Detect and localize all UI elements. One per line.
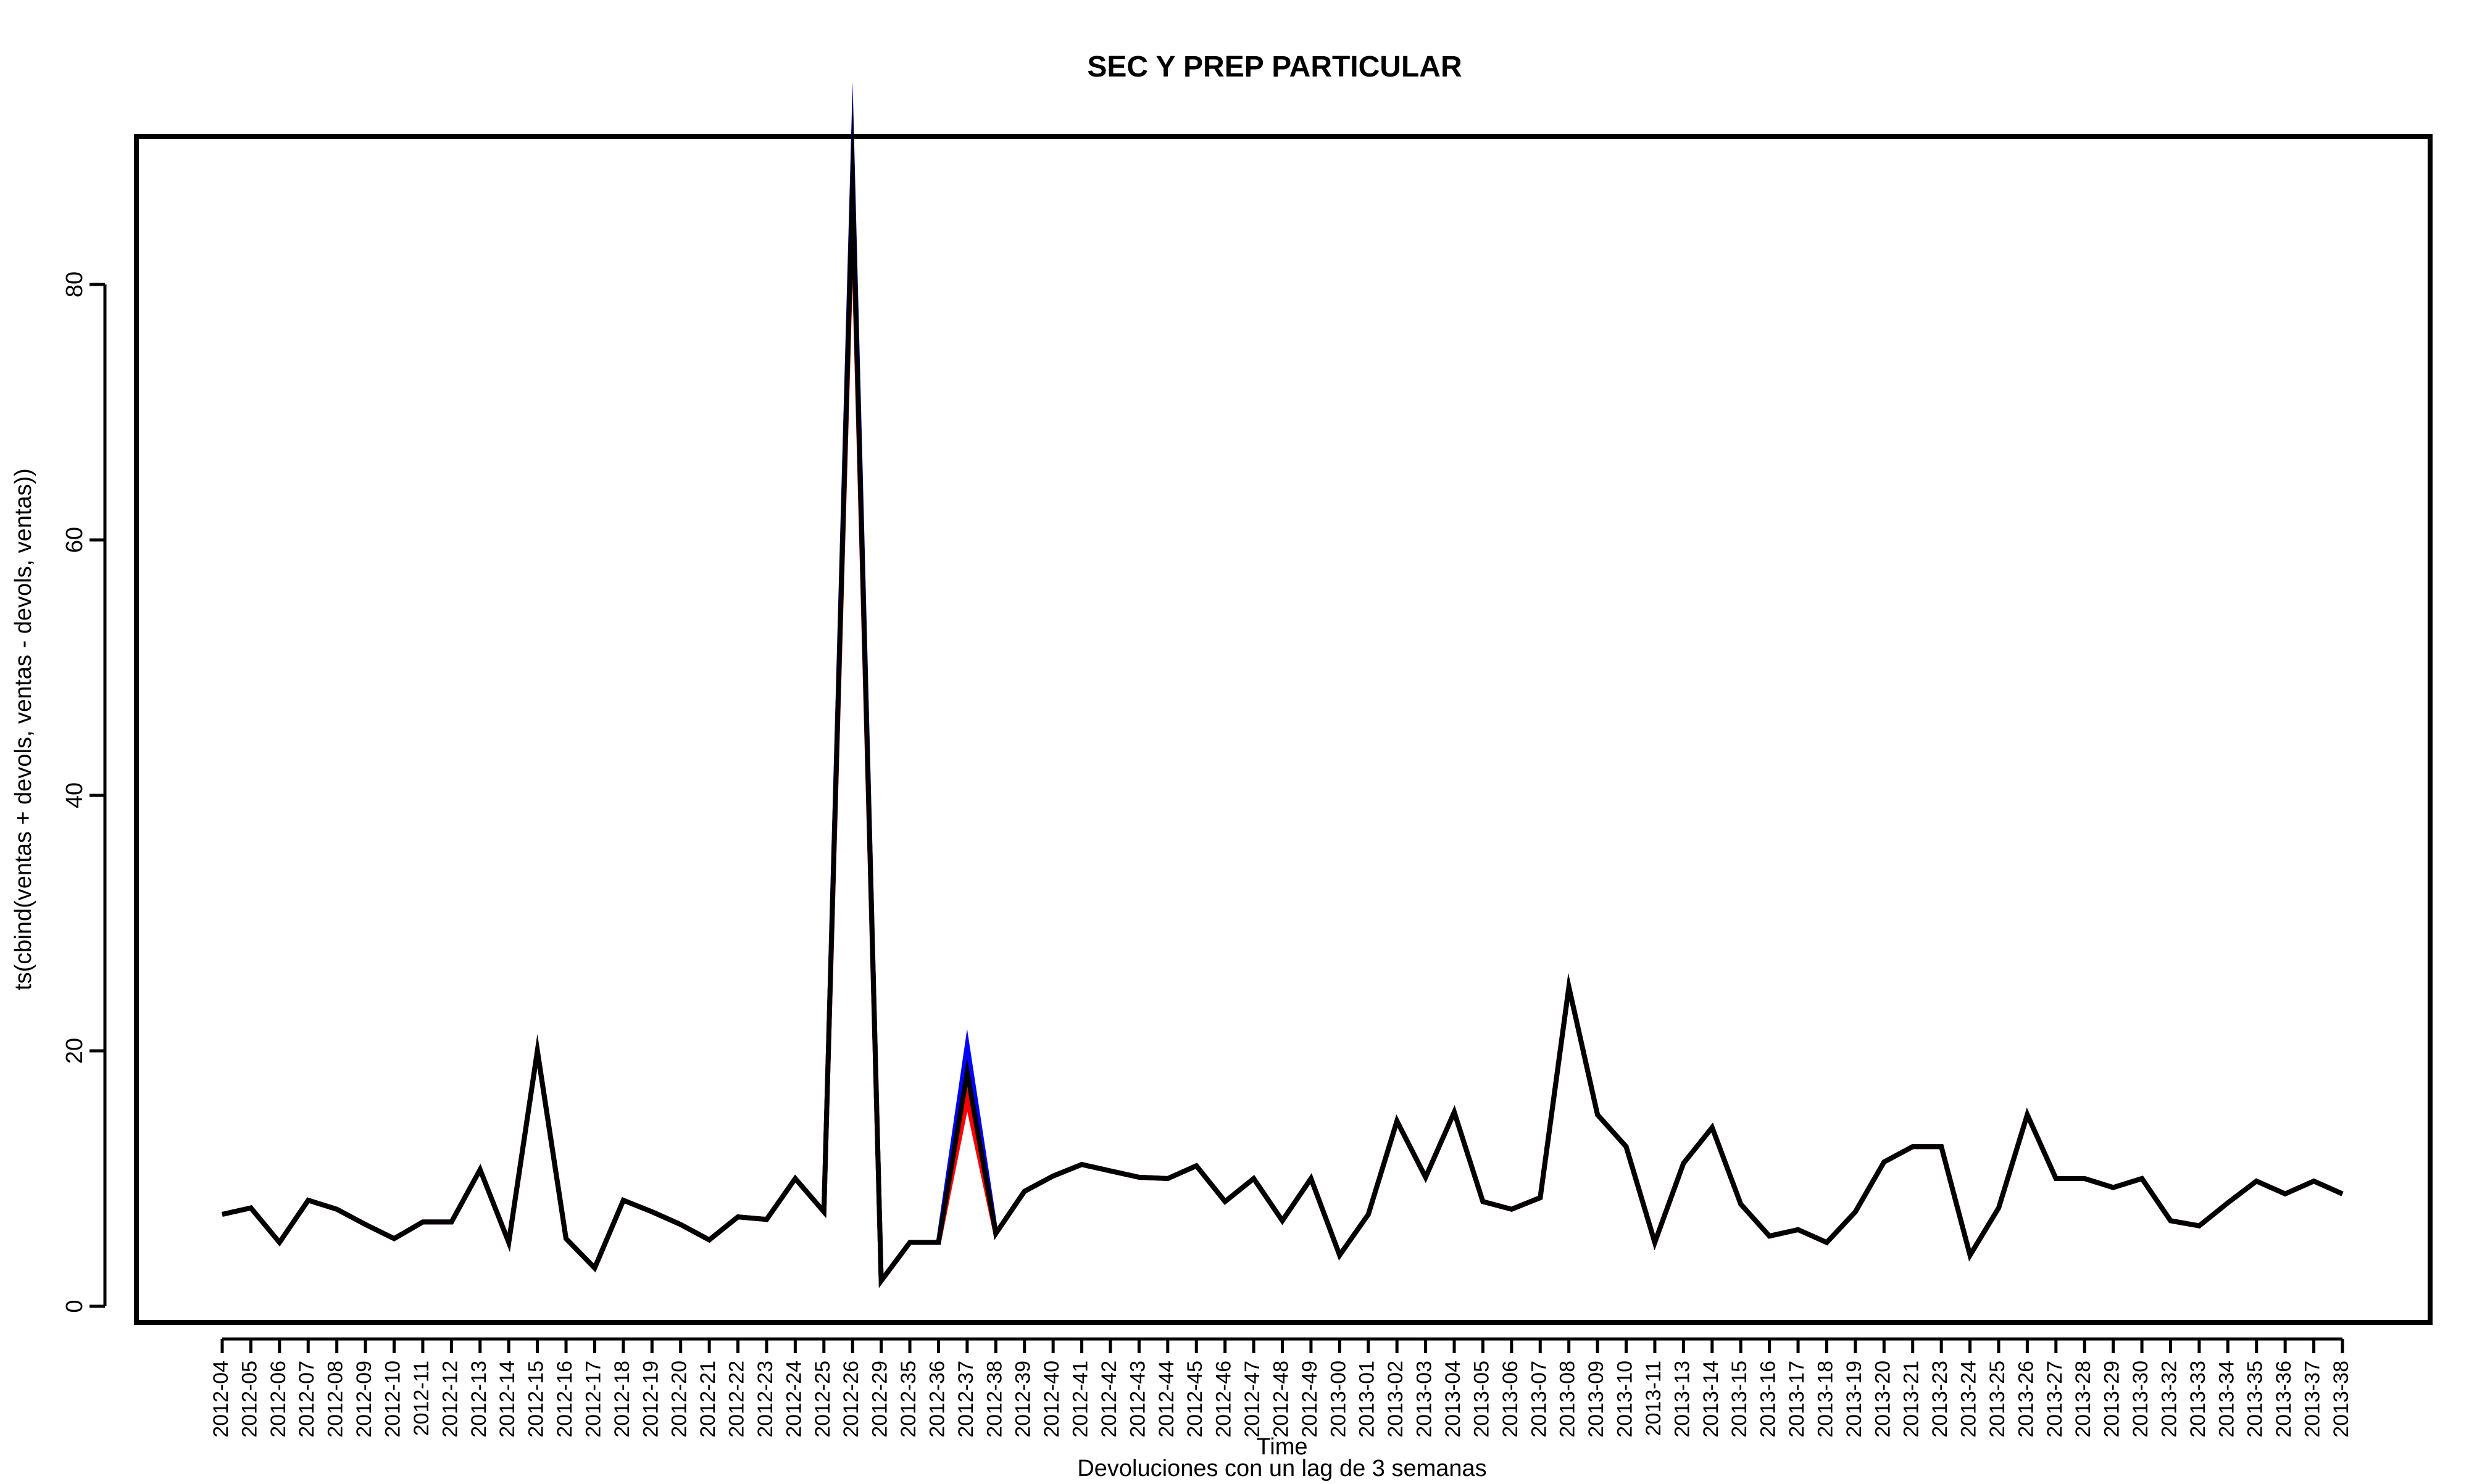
y-axis-label: ts(cbind(ventas + devols, ventas - devol… [10, 468, 36, 990]
x-tick-label: 2012-49 [1298, 1361, 1322, 1438]
plot-frame [134, 134, 2433, 1325]
y-tick-label: 80 [62, 272, 88, 297]
x-tick-label: 2012-23 [754, 1361, 777, 1438]
x-tick-label: 2012-35 [897, 1361, 920, 1438]
x-tick-label: 2013-14 [1699, 1361, 1723, 1438]
x-tick-label: 2012-13 [467, 1361, 491, 1438]
x-tick-label: 2012-48 [1269, 1361, 1293, 1438]
x-tick-label: 2013-23 [1928, 1361, 1952, 1438]
x-tick-label: 2013-36 [2272, 1361, 2296, 1438]
x-tick-label: 2012-08 [324, 1361, 348, 1438]
x-tick-label: 2012-04 [209, 1361, 233, 1438]
x-tick-label: 2013-09 [1584, 1361, 1608, 1438]
x-tick-label: 2013-33 [2186, 1361, 2210, 1438]
x-tick-label: 2013-04 [1441, 1361, 1465, 1438]
x-tick-label: 2012-19 [639, 1361, 662, 1438]
x-tick-label: 2013-15 [1728, 1361, 1751, 1438]
x-tick-label: 2012-07 [295, 1361, 319, 1438]
y-tick-label: 60 [62, 527, 88, 553]
x-tick-label: 2013-24 [1957, 1361, 1981, 1438]
x-tick-label: 2012-17 [581, 1361, 605, 1438]
x-tick-label: 2012-43 [1126, 1361, 1149, 1438]
x-tick-label: 2013-17 [1785, 1361, 1809, 1438]
x-tick-label: 2013-27 [2043, 1361, 2067, 1438]
x-tick-label: 2013-25 [1986, 1361, 2009, 1438]
x-tick-label: 2013-34 [2215, 1361, 2238, 1438]
x-tick-label: 2012-47 [1241, 1361, 1264, 1438]
x-tick-label: 2012-40 [1040, 1361, 1064, 1438]
x-tick-label: 2012-26 [839, 1361, 863, 1438]
x-tick-label: 2012-46 [1212, 1361, 1236, 1438]
x-tick-label: 2012-45 [1183, 1361, 1207, 1438]
x-tick-label: 2012-05 [238, 1361, 261, 1438]
series-layer [222, 82, 2344, 1288]
y-tick-label: 20 [62, 1038, 88, 1064]
x-tick-label: 2013-26 [2014, 1361, 2038, 1438]
x-tick-label: 2013-11 [1642, 1361, 1665, 1436]
x-tick-label: 2012-06 [267, 1361, 290, 1438]
chart-title: SEC Y PREP PARTICULAR [1087, 51, 1462, 83]
x-tick-label: 2013-35 [2244, 1361, 2267, 1438]
x-axis-label: Time [1256, 1434, 1307, 1460]
x-tick-label: 2013-19 [1842, 1361, 1866, 1438]
x-tick-label: 2013-02 [1384, 1361, 1407, 1438]
x-tick-label: 2013-03 [1413, 1361, 1436, 1438]
x-tick-label: 2012-29 [868, 1361, 892, 1438]
series-line-3 [222, 93, 2344, 1288]
x-tick-label: 2013-07 [1527, 1361, 1551, 1438]
x-tick-label: 2013-05 [1470, 1361, 1493, 1438]
x-tick-label: 2013-29 [2101, 1361, 2124, 1438]
x-tick-label: 2012-16 [553, 1361, 577, 1438]
x-tick-label: 2013-08 [1556, 1361, 1580, 1438]
x-tick-label: 2012-12 [438, 1361, 462, 1438]
x-tick-label: 2012-11 [410, 1361, 433, 1436]
x-tick-label: 2013-18 [1813, 1361, 1837, 1438]
x-tick-label: 2012-15 [525, 1361, 548, 1438]
x-tick-label: 2013-32 [2157, 1361, 2181, 1438]
x-tick-label: 2012-25 [811, 1361, 835, 1438]
x-tick-label: 2013-01 [1355, 1361, 1379, 1438]
x-tick-label: 2012-10 [381, 1361, 404, 1438]
x-tick-label: 2012-22 [725, 1361, 749, 1438]
x-tick-label: 2012-24 [782, 1361, 806, 1438]
x-tick-label: 2012-14 [496, 1361, 519, 1438]
x-tick-label: 2012-20 [668, 1361, 691, 1438]
x-tick-label: 2013-20 [1871, 1361, 1894, 1438]
x-tick-label: 2012-42 [1097, 1361, 1121, 1438]
series-line-1 [222, 82, 2344, 1288]
x-tick-label: 2012-37 [954, 1361, 978, 1438]
x-tick-label: 2013-30 [2129, 1361, 2152, 1438]
chart-subtitle: Devoluciones con un lag de 3 semanas [1077, 1456, 1486, 1481]
y-tick-label: 0 [62, 1300, 88, 1312]
x-tick-label: 2013-06 [1499, 1361, 1522, 1438]
x-tick-label: 2013-00 [1326, 1361, 1350, 1438]
y-tick-label: 40 [62, 782, 88, 808]
x-tick-label: 2013-16 [1757, 1361, 1780, 1438]
x-tick-label: 2013-13 [1670, 1361, 1694, 1438]
x-tick-label: 2013-38 [2330, 1361, 2353, 1438]
x-tick-label: 2013-28 [2071, 1361, 2095, 1438]
x-tick-label: 2012-38 [983, 1361, 1006, 1438]
x-tick-label: 2012-39 [1012, 1361, 1035, 1438]
x-tick-label: 2012-44 [1155, 1361, 1178, 1438]
y-axis: 0 20 40 60 80 [62, 272, 107, 1313]
x-tick-label: 2013-21 [1900, 1361, 1923, 1438]
x-axis: 2012-04 2012-05 2012-06 2012-07 2012-08 2012-… [209, 1337, 2353, 1438]
x-tick-label: 2013-10 [1613, 1361, 1637, 1438]
x-tick-label: 2012-09 [352, 1361, 376, 1438]
x-tick-label: 2012-21 [696, 1361, 720, 1438]
x-tick-label: 2012-36 [925, 1361, 949, 1438]
x-tick-label: 2012-18 [610, 1361, 634, 1438]
x-tick-label: 2012-41 [1069, 1361, 1093, 1438]
x-tick-label: 2013-37 [2301, 1361, 2325, 1438]
